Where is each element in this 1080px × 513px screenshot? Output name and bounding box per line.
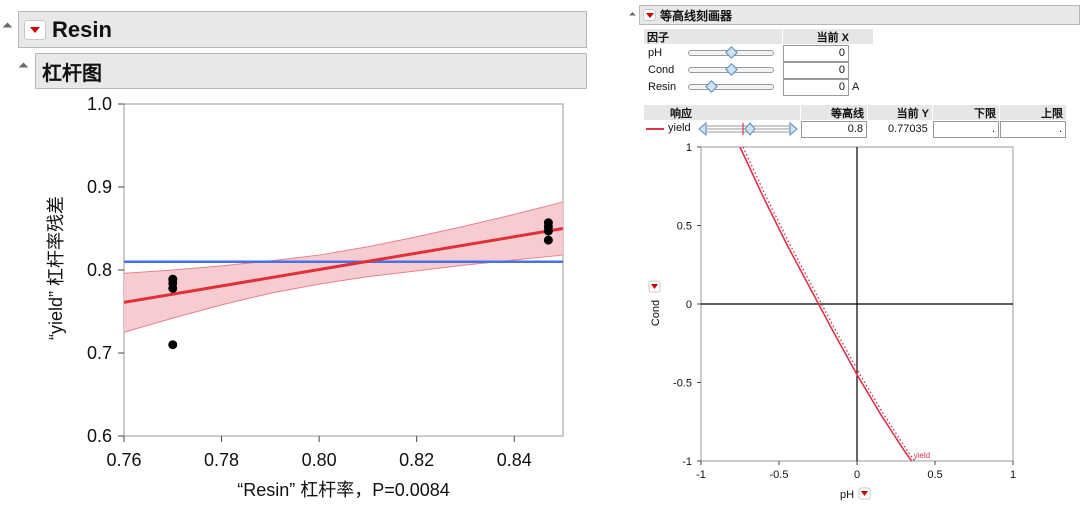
y-tick-label-3: 0.9 <box>87 177 112 197</box>
current-x-header-cell: 当前 X <box>783 29 873 44</box>
leverage-plot-panel: Resin 杠杆图 0.76 0.78 0.80 0.82 0.84 0.6 0.7 0.8 0… <box>2 11 587 500</box>
contour-profiler-panel: 等高线刻画器 因子 当前 X pH 0 Cond 0 Resin 0 A 响应 … <box>626 0 1080 513</box>
data-point-7 <box>543 235 553 245</box>
chevron-down-icon <box>861 491 868 496</box>
chevron-down-icon <box>651 284 658 289</box>
yield-legend-swatch <box>646 128 664 130</box>
contour-y-axis-label: Cond <box>650 300 662 326</box>
upper-limit-arrow-icon <box>789 121 798 137</box>
resin-value: 0 <box>838 81 845 93</box>
upper-header: 上限 <box>1041 107 1063 120</box>
contour-value-field[interactable]: 0.8 <box>801 121 867 138</box>
lower-limit-arrow-icon <box>698 121 707 137</box>
current-y-header-cell: 当前 Y <box>868 105 932 120</box>
resin-title: Resin <box>52 16 112 42</box>
upper-limit-value: . <box>1058 123 1062 135</box>
x-tick-label-4: 0.84 <box>497 450 532 470</box>
factor-name-cond: Cond <box>648 64 675 76</box>
data-point-6 <box>543 226 553 236</box>
response-name-yield: yield <box>668 122 691 134</box>
y-tick-label-2: 0.8 <box>87 260 112 280</box>
resin-slider[interactable] <box>688 84 774 90</box>
y-tick-label-1: 0.7 <box>87 343 112 363</box>
resin-value-field[interactable]: 0 <box>783 79 849 96</box>
current-x-header: 当前 X <box>816 31 849 44</box>
contour-y-tick-label-0: 1 <box>686 142 692 154</box>
resin-menu-button[interactable] <box>24 19 46 40</box>
chevron-down-icon <box>645 12 654 18</box>
contour-x-tick-label-0: -1 <box>696 469 706 481</box>
contour-x-axis-label: pH <box>840 489 854 501</box>
contour-x-tick-label-1: -0.5 <box>770 469 789 481</box>
yield-contour-line <box>739 146 913 462</box>
factor-header-cell: 因子 <box>644 29 782 44</box>
x-axis-label: “Resin” 杠杆率，P=0.0084 <box>237 480 450 500</box>
x-tick-label-3: 0.82 <box>399 450 434 470</box>
response-header-cell: 响应 <box>644 105 800 120</box>
y-axis-label: “yield” 杠杆率残差 <box>46 196 66 340</box>
contour-level-slider[interactable] <box>698 121 798 137</box>
cond-value: 0 <box>838 64 845 76</box>
confidence-upper-curve <box>123 201 564 274</box>
ph-value: 0 <box>838 47 845 59</box>
factor-name-ph: pH <box>648 47 663 59</box>
data-point-2 <box>168 283 178 293</box>
lower-header-cell: 下限 <box>933 105 999 120</box>
lower-limit-field[interactable]: . <box>933 121 999 138</box>
ph-axis-menu-button[interactable] <box>858 487 871 500</box>
contour-x-tick-label-4: 1 <box>1010 469 1016 481</box>
data-point-3 <box>168 340 178 350</box>
response-header: 响应 <box>670 107 692 120</box>
contour-y-tick-label-2: 0 <box>686 299 692 311</box>
x-tick-label-2: 0.80 <box>302 450 337 470</box>
cond-value-field[interactable]: 0 <box>783 62 849 79</box>
upper-header-cell: 上限 <box>1000 105 1066 120</box>
x-tick-label-0: 0.76 <box>106 450 141 470</box>
yield-contour-hatch <box>742 146 916 462</box>
leverage-plot-title: 杠杆图 <box>42 62 102 85</box>
upper-limit-field[interactable]: . <box>1000 121 1066 138</box>
resin-unit: A <box>852 81 860 93</box>
panel-gap <box>596 0 626 513</box>
confidence-band <box>124 201 563 333</box>
yield-contour-label: yield <box>914 451 930 460</box>
contour-profiler-header: 等高线刻画器 <box>639 5 1080 25</box>
leverage-plot-header: 杠杆图 <box>35 53 587 89</box>
contour-profiler-title: 等高线刻画器 <box>660 8 733 23</box>
chevron-down-icon <box>30 26 40 33</box>
y-tick-label-0: 0.6 <box>87 426 112 446</box>
contour-header-cell: 等高线 <box>801 105 867 120</box>
contour-x-tick-label-2: 0 <box>854 469 860 481</box>
current-y-header: 当前 Y <box>896 107 929 120</box>
contour-chart: yield -1 -0.5 0 0.5 1 1 0.5 0 -0.5 -1 pH Cond <box>648 142 1016 501</box>
fit-line <box>123 227 564 304</box>
current-y-value: 0.77035 <box>888 123 928 135</box>
contour-menu-button[interactable] <box>643 9 656 21</box>
factor-header: 因子 <box>647 31 669 44</box>
resin-outline-header: Resin <box>18 11 587 48</box>
contour-y-tick-label-3: -0.5 <box>673 378 692 390</box>
leverage-chart: 0.76 0.78 0.80 0.82 0.84 0.6 0.7 0.8 0.9 1.0 “Resi… <box>46 94 564 500</box>
contour-y-tick-label-1: 0.5 <box>677 221 692 233</box>
contour-x-tick-label-3: 0.5 <box>927 469 942 481</box>
lower-header: 下限 <box>974 107 996 120</box>
cond-axis-menu-button[interactable] <box>648 280 661 293</box>
contour-header: 等高线 <box>831 107 864 120</box>
x-tick-label-1: 0.78 <box>204 450 239 470</box>
contour-slider-handle <box>744 122 756 136</box>
y-tick-label-4: 1.0 <box>87 94 112 114</box>
factor-name-resin: Resin <box>648 81 677 93</box>
lower-limit-value: . <box>991 123 995 135</box>
contour-value: 0.8 <box>847 123 863 135</box>
ph-value-field[interactable]: 0 <box>783 45 849 62</box>
contour-y-tick-label-4: -1 <box>682 456 692 468</box>
